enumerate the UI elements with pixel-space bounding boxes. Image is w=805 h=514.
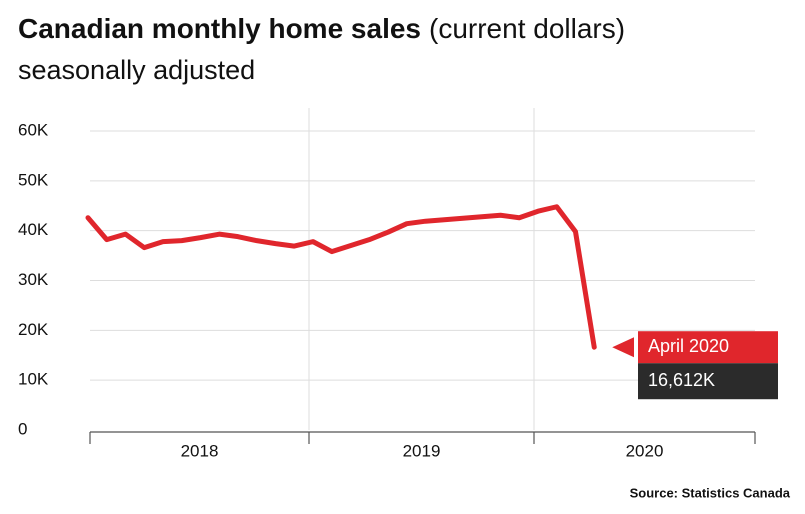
annotation-label: April 2020	[648, 336, 729, 356]
y-tick-label: 50K	[18, 170, 49, 189]
x-group-label: 2019	[403, 441, 441, 460]
y-tick-label: 60K	[18, 120, 49, 139]
y-tick-label: 20K	[18, 320, 49, 339]
y-tick-label: 10K	[18, 370, 49, 389]
value-label-box	[638, 363, 778, 400]
y-tick-label: 0	[18, 419, 27, 438]
x-group-label: 2018	[181, 441, 219, 460]
x-group-label: 2020	[626, 441, 664, 460]
y-tick-label: 30K	[18, 270, 49, 289]
chart-title: Canadian monthly home sales (current doll…	[18, 13, 625, 44]
title-note: (current dollars)	[429, 13, 625, 44]
source: Source: Statistics Canada	[630, 485, 791, 500]
value-label: 16,612K	[648, 370, 715, 390]
annotation-pointer	[612, 337, 634, 358]
title-main: Canadian monthly home sales	[18, 13, 421, 44]
y-tick-label: 40K	[18, 220, 49, 239]
data-line	[85, 204, 597, 350]
annotation-box	[638, 331, 778, 364]
chart-subtitle: seasonally adjusted	[18, 55, 255, 85]
